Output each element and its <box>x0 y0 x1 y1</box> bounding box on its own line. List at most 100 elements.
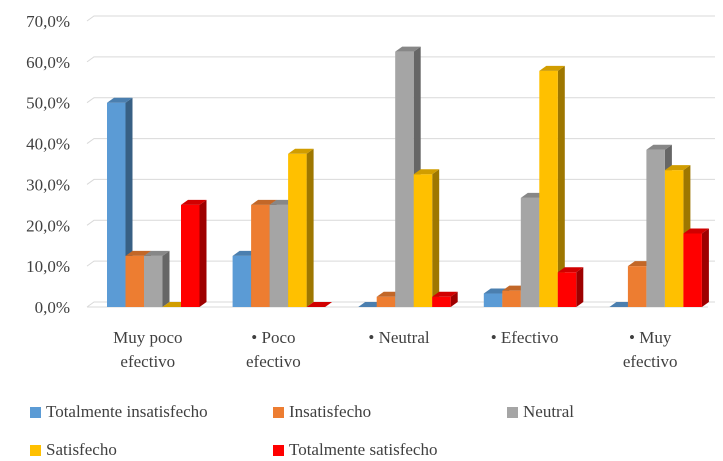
gridline <box>86 178 715 185</box>
bar-front <box>502 290 521 307</box>
x-category-label-line: • Muy <box>629 328 672 347</box>
x-category-label-line: Muy poco <box>113 328 182 347</box>
bar <box>107 97 133 307</box>
legend-label: Satisfecho <box>46 440 117 459</box>
bar-front <box>627 266 647 307</box>
bar-top <box>181 199 207 205</box>
bar-front <box>646 149 665 307</box>
legend-swatch <box>30 406 41 418</box>
gridline <box>86 260 715 267</box>
bar-side <box>701 228 709 307</box>
bar-front <box>683 233 702 307</box>
bar-top <box>107 97 133 103</box>
legend-item-insatisfecho: Insatisfecho <box>273 402 371 422</box>
legend-label: Totalmente insatisfecho <box>46 402 208 421</box>
legend-swatch <box>273 406 284 418</box>
bar-front <box>376 296 396 307</box>
bar-top <box>395 46 421 52</box>
x-category-label-line: efectivo <box>623 352 678 371</box>
legend-item-totalmente-insatisfecho: Totalmente insatisfecho <box>30 402 208 422</box>
bar-front <box>664 170 684 307</box>
x-category-label: Muy poco efectivo <box>113 328 182 371</box>
bar-front <box>557 272 577 307</box>
legend-item-satisfecho: Satisfecho <box>30 440 117 460</box>
bar-side <box>432 169 440 307</box>
x-category-label: • Efectivo <box>491 328 559 347</box>
x-category-label-line: • Poco <box>251 328 295 347</box>
bar-front <box>413 174 433 307</box>
y-tick-label: 20,0% <box>26 216 70 235</box>
bar-side <box>557 65 565 308</box>
bar-front <box>251 204 270 307</box>
gridline <box>86 97 715 104</box>
bar-front <box>288 153 307 307</box>
bars <box>107 46 709 308</box>
x-category-label-line: • Efectivo <box>491 328 559 347</box>
bar-side <box>576 267 584 307</box>
legend-label: Insatisfecho <box>289 402 372 421</box>
bar-chart: 0,0%10,0%20,0%30,0%40,0%50,0%60,0%70,0% … <box>26 12 715 371</box>
bar-front <box>269 204 289 307</box>
bar-front <box>539 70 558 308</box>
x-category-label-line: efectivo <box>120 352 175 371</box>
bar-front <box>520 197 540 307</box>
x-axis: Muy poco efectivo • Poco efectivo • Neutral •… <box>113 328 677 371</box>
bar-side <box>199 199 207 307</box>
bar-front <box>432 296 451 307</box>
bar-top <box>432 291 458 297</box>
bar <box>413 169 440 307</box>
bar-top <box>413 169 440 175</box>
gridline <box>86 15 715 22</box>
bar-top <box>144 250 170 256</box>
bar-top <box>664 165 691 171</box>
y-tick-label: 10,0% <box>26 257 70 276</box>
bar-top <box>646 144 672 150</box>
bar-side <box>162 250 170 307</box>
legend-swatch <box>507 406 518 418</box>
x-category-label: • Neutral <box>368 328 429 347</box>
bar <box>539 65 565 308</box>
y-tick-label: 30,0% <box>26 175 70 194</box>
bar-top <box>306 302 333 307</box>
legend-label: Neutral <box>523 402 574 421</box>
y-tick-label: 60,0% <box>26 53 70 72</box>
bar-top <box>125 250 151 256</box>
bar-side <box>450 291 458 307</box>
y-tick-label: 70,0% <box>26 12 70 31</box>
legend-swatch <box>30 444 41 456</box>
bar-front <box>181 204 200 307</box>
bar-top <box>683 228 709 234</box>
legend-label: Totalmente satisfecho <box>289 440 438 459</box>
bar-side <box>306 148 314 307</box>
bar <box>181 199 207 307</box>
bar-top <box>251 199 277 205</box>
y-tick-label: 40,0% <box>26 135 70 154</box>
bar-front <box>483 293 503 307</box>
legend-item-neutral: Neutral <box>507 402 574 422</box>
gridline <box>86 138 715 144</box>
bar-front <box>107 102 126 307</box>
legend-item-totalmente-satisfecho: Totalmente satisfecho <box>273 440 437 460</box>
y-tick-label: 50,0% <box>26 94 70 113</box>
bar-top <box>539 65 565 71</box>
bar <box>306 302 333 307</box>
y-tick-label: 0,0% <box>35 298 70 317</box>
x-category-label-line: efectivo <box>246 352 301 371</box>
x-category-label: • Muy efectivo <box>623 328 678 371</box>
bar-front <box>232 255 252 307</box>
legend: Totalmente insatisfecho Insatisfecho Neu… <box>30 398 720 460</box>
bar <box>432 291 458 307</box>
bar-front <box>395 51 414 308</box>
bar <box>557 267 584 307</box>
legend-swatch <box>273 444 284 456</box>
gridline <box>86 56 715 63</box>
bar-front <box>144 255 163 307</box>
x-category-label: • Poco efectivo <box>246 328 301 371</box>
x-category-label-line: • Neutral <box>368 328 429 347</box>
bar <box>144 250 170 307</box>
bar-top <box>557 267 584 273</box>
gridline <box>86 219 715 226</box>
y-axis: 0,0% 10,0% 20,0% 30,0% 40,0% 50,0% 60,0% 70,0% <box>26 12 70 317</box>
bar-top <box>288 148 314 154</box>
bar-front <box>125 255 144 307</box>
